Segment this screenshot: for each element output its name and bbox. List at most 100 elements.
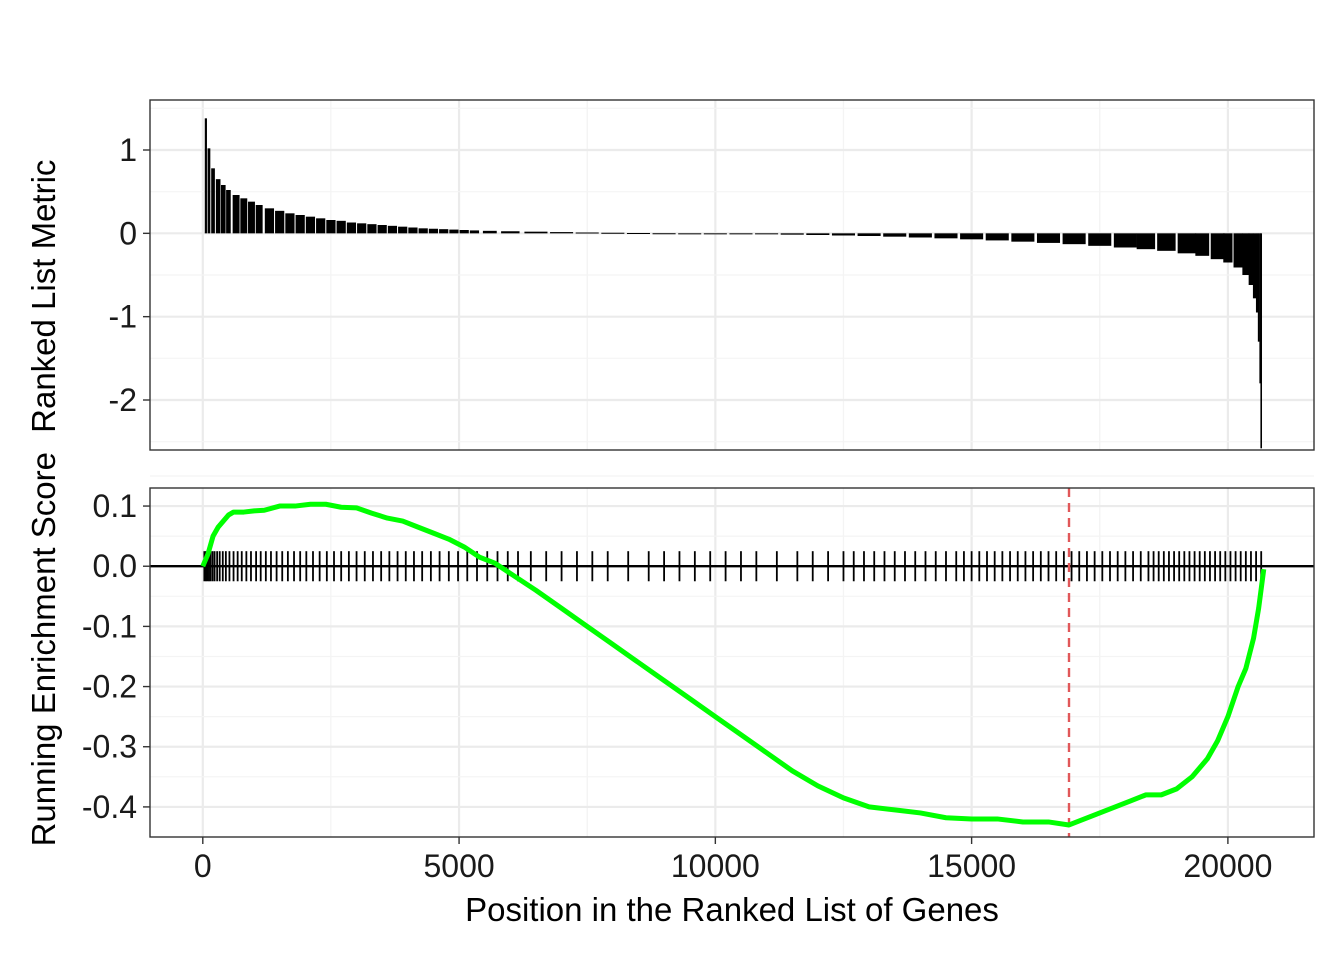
metric-bar: [857, 233, 881, 236]
running-enrichment-score-line: [200, 501, 1267, 828]
metric-bar: [501, 231, 520, 234]
metric-bar: [1252, 233, 1257, 299]
y-axis-title-top-part: Ranked List Metric: [25, 160, 62, 433]
metric-bar: [326, 220, 336, 234]
y-tick-label: -0.2: [82, 669, 137, 705]
metric-bar: [1223, 233, 1233, 263]
metric-bar: [755, 233, 779, 235]
metric-bar: [1136, 233, 1156, 250]
y-tick-label: 0: [119, 215, 137, 251]
metric-bar: [357, 223, 367, 234]
metric-bar: [295, 215, 305, 234]
x-tick-label: 10000: [671, 848, 760, 884]
top-panel-border: [149, 99, 1315, 451]
metric-bar: [398, 226, 408, 234]
metric-bar: [1210, 233, 1225, 260]
metric-bar: [377, 225, 387, 234]
metric-bar: [408, 227, 418, 234]
y-tick-label: 1: [119, 132, 137, 168]
metric-bar: [439, 229, 449, 234]
metric-bar: [1157, 233, 1176, 251]
bottom-panel-background: [150, 488, 1314, 837]
metric-bar: [550, 232, 574, 234]
metric-bar: [806, 233, 830, 235]
y-tick-label: -0.4: [82, 789, 137, 825]
bottom-panel-border: [149, 487, 1315, 838]
metric-bar: [428, 228, 439, 234]
y-tick-label: -0.1: [82, 608, 137, 644]
metric-bar: [703, 233, 727, 235]
metric-bar: [908, 233, 932, 238]
metric-bar: [1011, 233, 1035, 242]
y-axis-title: Running Enrichment Score Ranked List Met…: [25, 160, 62, 847]
metric-bar: [1062, 233, 1086, 245]
metric-bar: [934, 233, 958, 239]
metric-bar: [729, 233, 753, 235]
y-tick-label: -0.3: [82, 729, 137, 765]
metric-bar: [204, 118, 207, 234]
metric-bar: [780, 233, 804, 235]
x-axis-title: Position in the Ranked List of Genes: [465, 891, 999, 928]
metric-bar: [1259, 233, 1261, 384]
bottom-panel-y-axis: -0.4 -0.3 -0.2 -0.1 0.0 0.1: [82, 488, 150, 825]
metric-bar: [1036, 233, 1061, 243]
metric-bar: [1257, 233, 1260, 342]
x-tick-label: 15000: [927, 848, 1016, 884]
metric-bar: [240, 198, 248, 234]
metric-bar: [985, 233, 1009, 241]
metric-bar: [575, 232, 599, 234]
metric-bar: [232, 195, 240, 234]
x-axis: 0 5000 10000 15000 20000: [194, 837, 1272, 884]
metric-bar: [459, 230, 469, 234]
x-tick-label: 20000: [1183, 848, 1272, 884]
metric-bar: [482, 230, 497, 234]
metric-bar: [1177, 233, 1197, 254]
metric-bar: [316, 218, 326, 234]
y-tick-label: 0.0: [93, 548, 137, 584]
metric-bar: [1113, 233, 1137, 248]
metric-bar: [601, 232, 625, 234]
y-tick-label: -2: [109, 382, 137, 418]
metric-bar: [346, 222, 357, 234]
metric-bar: [1242, 233, 1250, 275]
metric-bar: [1255, 233, 1259, 313]
x-tick-label: 0: [194, 848, 212, 884]
metric-bar: [264, 208, 275, 234]
metric-bar: [336, 220, 346, 234]
metric-bar: [469, 230, 480, 234]
metric-bar: [1233, 233, 1243, 268]
metric-bar: [1260, 233, 1263, 449]
metric-bar: [211, 168, 215, 234]
metric-bar: [220, 185, 226, 234]
metric-bar: [678, 233, 702, 235]
metric-bar: [275, 210, 285, 234]
y-tick-label: 0.1: [93, 488, 137, 524]
top-panel-bars: [204, 118, 1263, 449]
metric-bar: [255, 205, 263, 234]
metric-bar: [524, 231, 548, 234]
x-tick-label: 5000: [423, 848, 494, 884]
metric-bar: [1088, 233, 1112, 246]
metric-bar: [626, 233, 650, 234]
metric-bar: [449, 229, 459, 234]
metric-bar: [1195, 233, 1210, 256]
metric-bar: [831, 233, 856, 236]
metric-bar: [1248, 233, 1254, 285]
metric-bar: [207, 148, 211, 234]
y-tick-label: -1: [109, 299, 137, 335]
metric-bar: [285, 213, 295, 234]
metric-bar: [652, 233, 676, 235]
metric-bar: [418, 228, 428, 234]
metric-bar: [367, 224, 377, 234]
y-axis-title-bottom-part: Running Enrichment Score: [25, 452, 62, 846]
metric-bar: [883, 233, 907, 237]
metric-bar: [248, 201, 255, 234]
metric-bar: [305, 216, 316, 234]
metric-bar: [960, 233, 984, 240]
top-panel: -2 -1 0 1: [109, 99, 1315, 451]
metric-bar: [215, 179, 221, 234]
metric-bar: [387, 225, 398, 234]
bottom-panel: -0.4 -0.3 -0.2 -0.1 0.0 0.1 0 5000 10000 15000 20…: [82, 475, 1315, 884]
top-panel-y-axis: -2 -1 0 1: [109, 132, 150, 418]
